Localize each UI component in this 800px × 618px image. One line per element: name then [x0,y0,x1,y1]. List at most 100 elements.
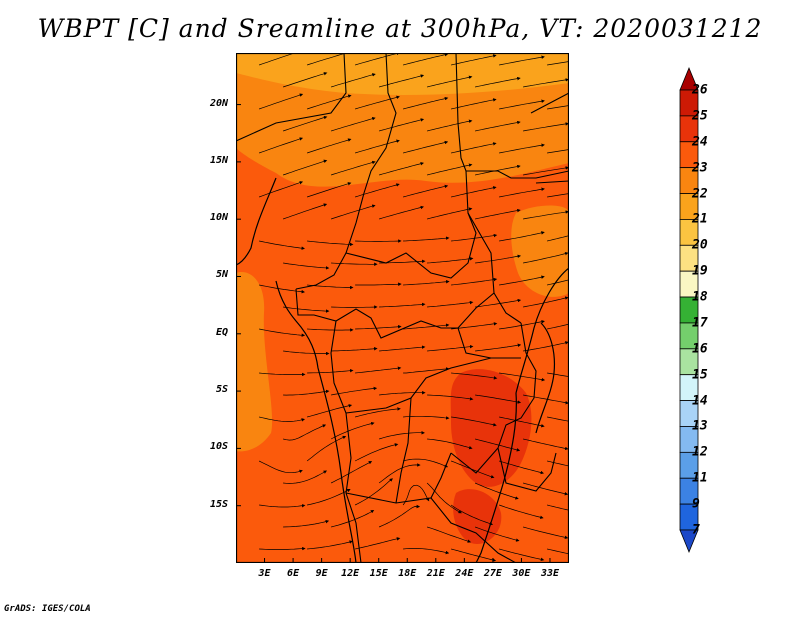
streamline [403,367,450,374]
streamline [475,394,522,404]
streamline [331,347,378,352]
lon-label: 30E [512,568,531,579]
streamline [379,302,426,308]
streamline [379,390,426,396]
streamline [523,296,569,308]
streamline [427,394,474,401]
colorbar-label: 19 [692,263,708,279]
colorbar-label: 25 [692,108,708,124]
streamline [475,76,521,88]
streamline [523,78,569,88]
lat-label: 20N [209,97,228,109]
streamline [330,421,375,440]
streamline [282,159,328,176]
colorbar-label: 12 [692,444,708,460]
streamline [283,470,328,484]
colorbar-label: 26 [692,82,708,98]
colorbar-label: 22 [692,186,708,202]
streamline [354,478,393,506]
streamline [403,458,449,468]
streamline [379,430,425,440]
streamline [355,95,400,110]
streamline [475,120,521,132]
streamline [451,372,498,380]
streamline [403,96,449,110]
streamline [474,526,520,542]
streamline [330,204,376,220]
colorbar-label: 9 [692,496,700,512]
streamline [498,504,544,519]
streamline [499,99,545,110]
streamline [259,416,306,422]
streamline [450,504,494,526]
colorbar-bottom-arrow [679,529,699,554]
lat-label: 10S [209,441,228,453]
streamline [499,416,545,428]
streamline [307,368,354,374]
streamline [355,282,402,286]
streamline [282,115,328,132]
streamline [451,233,498,242]
streamline [378,463,421,484]
streamline [499,460,544,475]
lat-label: 10N [209,212,228,224]
lon-label: 15E [369,568,388,579]
lat-label: 15S [209,498,228,510]
streamline [354,443,399,462]
colorbar-label: 15 [692,367,708,383]
streamline [499,55,545,66]
streamline [523,482,569,496]
colorbar-label: 21 [692,211,708,227]
coastline [236,177,569,563]
streamline [451,186,497,198]
streamline [259,503,306,508]
streamline [283,262,330,270]
streamline [474,482,519,500]
streamline [475,254,522,264]
colorbar-label: 18 [692,289,708,305]
streamline [427,526,472,543]
streamline [427,300,474,308]
streamline [499,275,545,286]
streamline [259,240,306,250]
lat-label: EQ [215,326,228,338]
colorbar-label: 13 [692,418,708,434]
streamline [379,345,426,352]
lon-label: 6E [287,568,300,579]
colorbar-label: 20 [692,237,708,253]
streamline [523,438,569,451]
streamline [355,537,401,550]
streamline [379,162,424,176]
lon-label: 33E [540,568,559,579]
streamline [547,61,569,66]
streamline [258,460,303,474]
colorbar-label: 16 [692,341,708,357]
streamline [306,435,347,462]
streamline [403,323,450,330]
streamline [499,548,545,562]
cooler-patch-east [511,205,569,297]
streamline [547,193,569,198]
streamline [403,184,449,198]
streamline [355,53,400,66]
streamline [283,306,330,313]
lat-label: 5N [215,269,228,281]
colorbar-label: 14 [692,393,708,409]
streamline [355,183,400,198]
streamline [523,526,569,540]
streamline [451,54,497,66]
streamline [402,484,430,506]
streamline [475,298,522,308]
streamline [523,341,569,352]
streamline [499,231,545,242]
streamline [475,343,522,352]
streamline [355,325,402,330]
streamline [331,510,375,528]
streamline [379,74,425,88]
streamline [355,407,401,418]
colorbar-label: 11 [692,470,708,486]
streamline [355,139,400,154]
streamline [427,163,473,176]
streamline [451,98,497,110]
country-borders [236,53,569,563]
